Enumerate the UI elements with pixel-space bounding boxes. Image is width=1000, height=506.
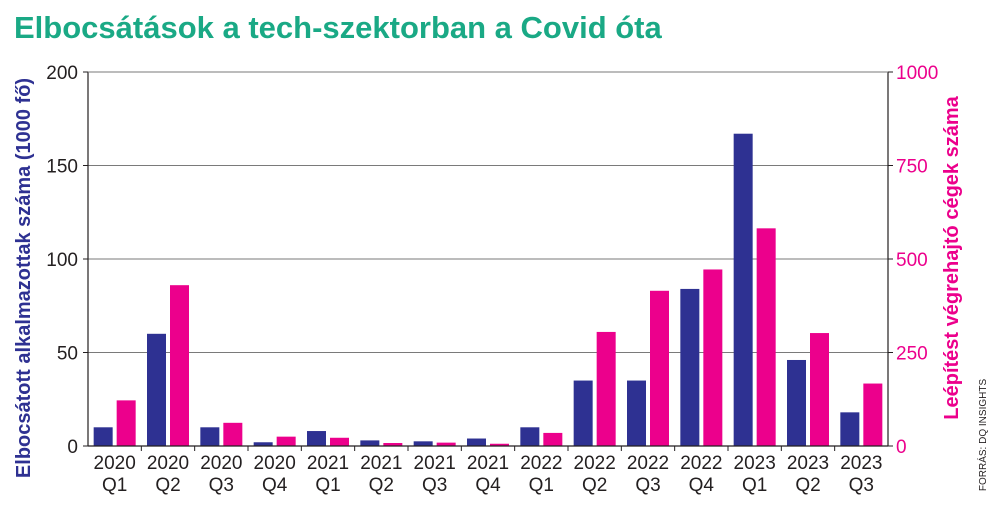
- bar-companies-1: [170, 285, 189, 446]
- bar-layoffs-7: [467, 438, 486, 446]
- x-tick-label-quarter: Q1: [102, 475, 127, 496]
- bar-companies-7: [490, 443, 509, 446]
- x-tick-label-quarter: Q1: [315, 475, 340, 496]
- bar-companies-0: [116, 400, 136, 446]
- x-tick-label-quarter: Q3: [849, 475, 874, 496]
- bar-companies-12: [756, 228, 776, 446]
- right-axis-label: Leépítést végrehajtó cégek száma: [941, 95, 963, 419]
- left-tick-label: 100: [46, 250, 78, 271]
- x-tick-label-quarter: Q2: [369, 475, 394, 496]
- bar-layoffs-9: [573, 380, 593, 446]
- chart-title: Elbocsátások a tech-szektorban a Covid ó…: [14, 10, 663, 45]
- left-tick-label: 0: [67, 437, 78, 458]
- x-tick-label-quarter: Q3: [422, 475, 447, 496]
- x-tick-label-year: 2021: [414, 453, 456, 474]
- x-tick-label-quarter: Q3: [209, 475, 234, 496]
- left-axis-label: Elbocsátott alkalmazottak száma (1000 fő…: [13, 78, 35, 478]
- x-tick-label-quarter: Q2: [155, 475, 180, 496]
- x-tick-label-quarter: Q1: [529, 475, 554, 496]
- x-tick-label-year: 2021: [307, 453, 349, 474]
- bar-layoffs-12: [733, 133, 753, 446]
- x-tick-label-year: 2020: [147, 453, 189, 474]
- x-tick-label-year: 2022: [627, 453, 669, 474]
- source-note: FORRÁS: DQ INSIGHTS: [976, 379, 989, 492]
- bar-companies-5: [383, 443, 403, 446]
- x-tick-label-year: 2021: [360, 453, 402, 474]
- x-tick-label-quarter: Q2: [582, 475, 607, 496]
- x-tick-label-year: 2022: [574, 453, 616, 474]
- bar-companies-13: [810, 333, 829, 446]
- right-axis-ticks: 0 250 500 750 1000: [888, 63, 938, 458]
- bar-companies-6: [436, 442, 456, 446]
- x-tick-label-year: 2023: [787, 453, 829, 474]
- bar-layoffs-2: [200, 427, 220, 446]
- bar-layoffs-10: [627, 380, 646, 446]
- right-tick-label: 1000: [896, 63, 938, 84]
- bar-layoffs-14: [840, 412, 860, 446]
- x-tick-label-year: 2020: [200, 453, 242, 474]
- x-tick-label-year: 2021: [467, 453, 509, 474]
- bar-companies-14: [863, 383, 883, 446]
- bar-companies-11: [703, 269, 723, 446]
- bar-layoffs-3: [253, 442, 273, 446]
- x-tick-label-quarter: Q4: [475, 475, 501, 496]
- bar-companies-9: [596, 331, 616, 446]
- bar-companies-10: [650, 290, 669, 446]
- x-tick-label-quarter: Q1: [742, 475, 767, 496]
- right-tick-label: 250: [896, 344, 928, 365]
- bar-layoffs-5: [360, 440, 380, 446]
- x-tick-label-year: 2023: [734, 453, 776, 474]
- right-tick-label: 750: [896, 157, 928, 178]
- x-tick-label-quarter: Q2: [795, 475, 820, 496]
- x-tick-label-quarter: Q4: [262, 475, 288, 496]
- bars: [93, 133, 883, 446]
- left-axis-ticks: 0 50 100 150 200: [46, 63, 88, 458]
- x-tick-label-year: 2020: [254, 453, 296, 474]
- x-tick-label-year: 2022: [520, 453, 562, 474]
- bar-layoffs-0: [93, 427, 113, 446]
- left-tick-label: 50: [57, 344, 78, 365]
- x-axis-ticks: 2020Q12020Q22020Q32020Q42021Q12021Q22021…: [94, 446, 882, 496]
- bar-layoffs-11: [680, 288, 700, 446]
- bar-layoffs-6: [413, 441, 433, 446]
- bar-companies-8: [543, 432, 563, 446]
- x-tick-label-year: 2020: [94, 453, 136, 474]
- left-tick-label: 150: [46, 157, 78, 178]
- x-tick-label-year: 2023: [840, 453, 882, 474]
- bar-layoffs-8: [520, 427, 540, 446]
- right-tick-label: 0: [896, 437, 907, 458]
- bar-layoffs-13: [787, 359, 806, 446]
- left-tick-label: 200: [46, 63, 78, 84]
- x-tick-label-year: 2022: [680, 453, 722, 474]
- x-tick-label-quarter: Q3: [635, 475, 660, 496]
- x-tick-label-quarter: Q4: [689, 475, 715, 496]
- bar-companies-3: [276, 436, 296, 446]
- bar-layoffs-4: [307, 431, 326, 446]
- bar-companies-4: [330, 437, 349, 446]
- bar-layoffs-1: [147, 333, 166, 446]
- right-tick-label: 500: [896, 250, 928, 271]
- bar-companies-2: [223, 422, 243, 446]
